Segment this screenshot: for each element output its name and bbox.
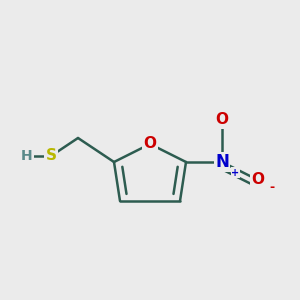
Text: +: + xyxy=(231,167,240,178)
Text: S: S xyxy=(46,148,56,164)
Text: O: O xyxy=(215,112,229,128)
Text: -: - xyxy=(269,181,274,194)
Text: N: N xyxy=(215,153,229,171)
Text: O: O xyxy=(143,136,157,152)
Text: H: H xyxy=(21,149,33,163)
Text: O: O xyxy=(251,172,265,188)
